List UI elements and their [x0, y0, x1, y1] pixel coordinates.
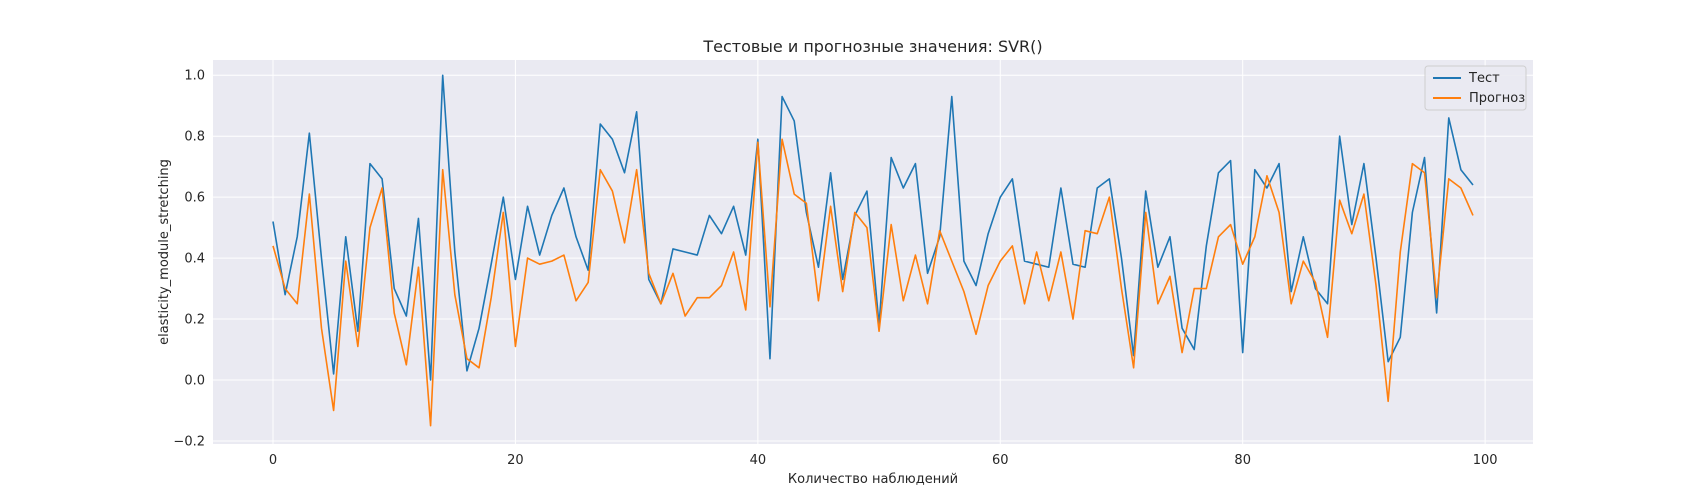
y-axis: −0.2 0.0 0.2 0.4 0.6 0.8 1.0 — [173, 69, 205, 450]
y-tick-label: 0.0 — [184, 374, 205, 389]
y-tick-label: 1.0 — [184, 69, 205, 84]
x-tick-label: 40 — [750, 453, 767, 468]
series-line-forecast — [272, 138, 1474, 427]
y-tick-label: 0.4 — [184, 252, 205, 267]
x-axis-label: Количество наблюдений — [788, 472, 958, 487]
x-tick-label: 80 — [1234, 453, 1251, 468]
chart-title: Тестовые и прогнозные значения: SVR() — [702, 37, 1042, 56]
series-line-test — [272, 74, 1474, 381]
x-tick-label: 20 — [507, 453, 524, 468]
x-tick-label: 0 — [269, 453, 277, 468]
x-tick-label: 100 — [1473, 453, 1498, 468]
legend-label-forecast: Прогноз — [1469, 91, 1525, 106]
x-tick-label: 60 — [992, 453, 1009, 468]
y-axis-label: elasticity_module_stretching — [157, 159, 172, 345]
y-tick-label: 0.6 — [184, 191, 205, 206]
series-lines — [272, 74, 1474, 427]
y-tick-label: 0.8 — [184, 130, 205, 145]
x-axis: 0 20 40 60 80 100 — [269, 453, 1498, 468]
y-tick-label: −0.2 — [173, 434, 205, 449]
legend-label-test: Тест — [1468, 71, 1500, 86]
legend: Тест Прогноз — [1424, 65, 1527, 111]
y-tick-label: 0.2 — [184, 313, 205, 328]
